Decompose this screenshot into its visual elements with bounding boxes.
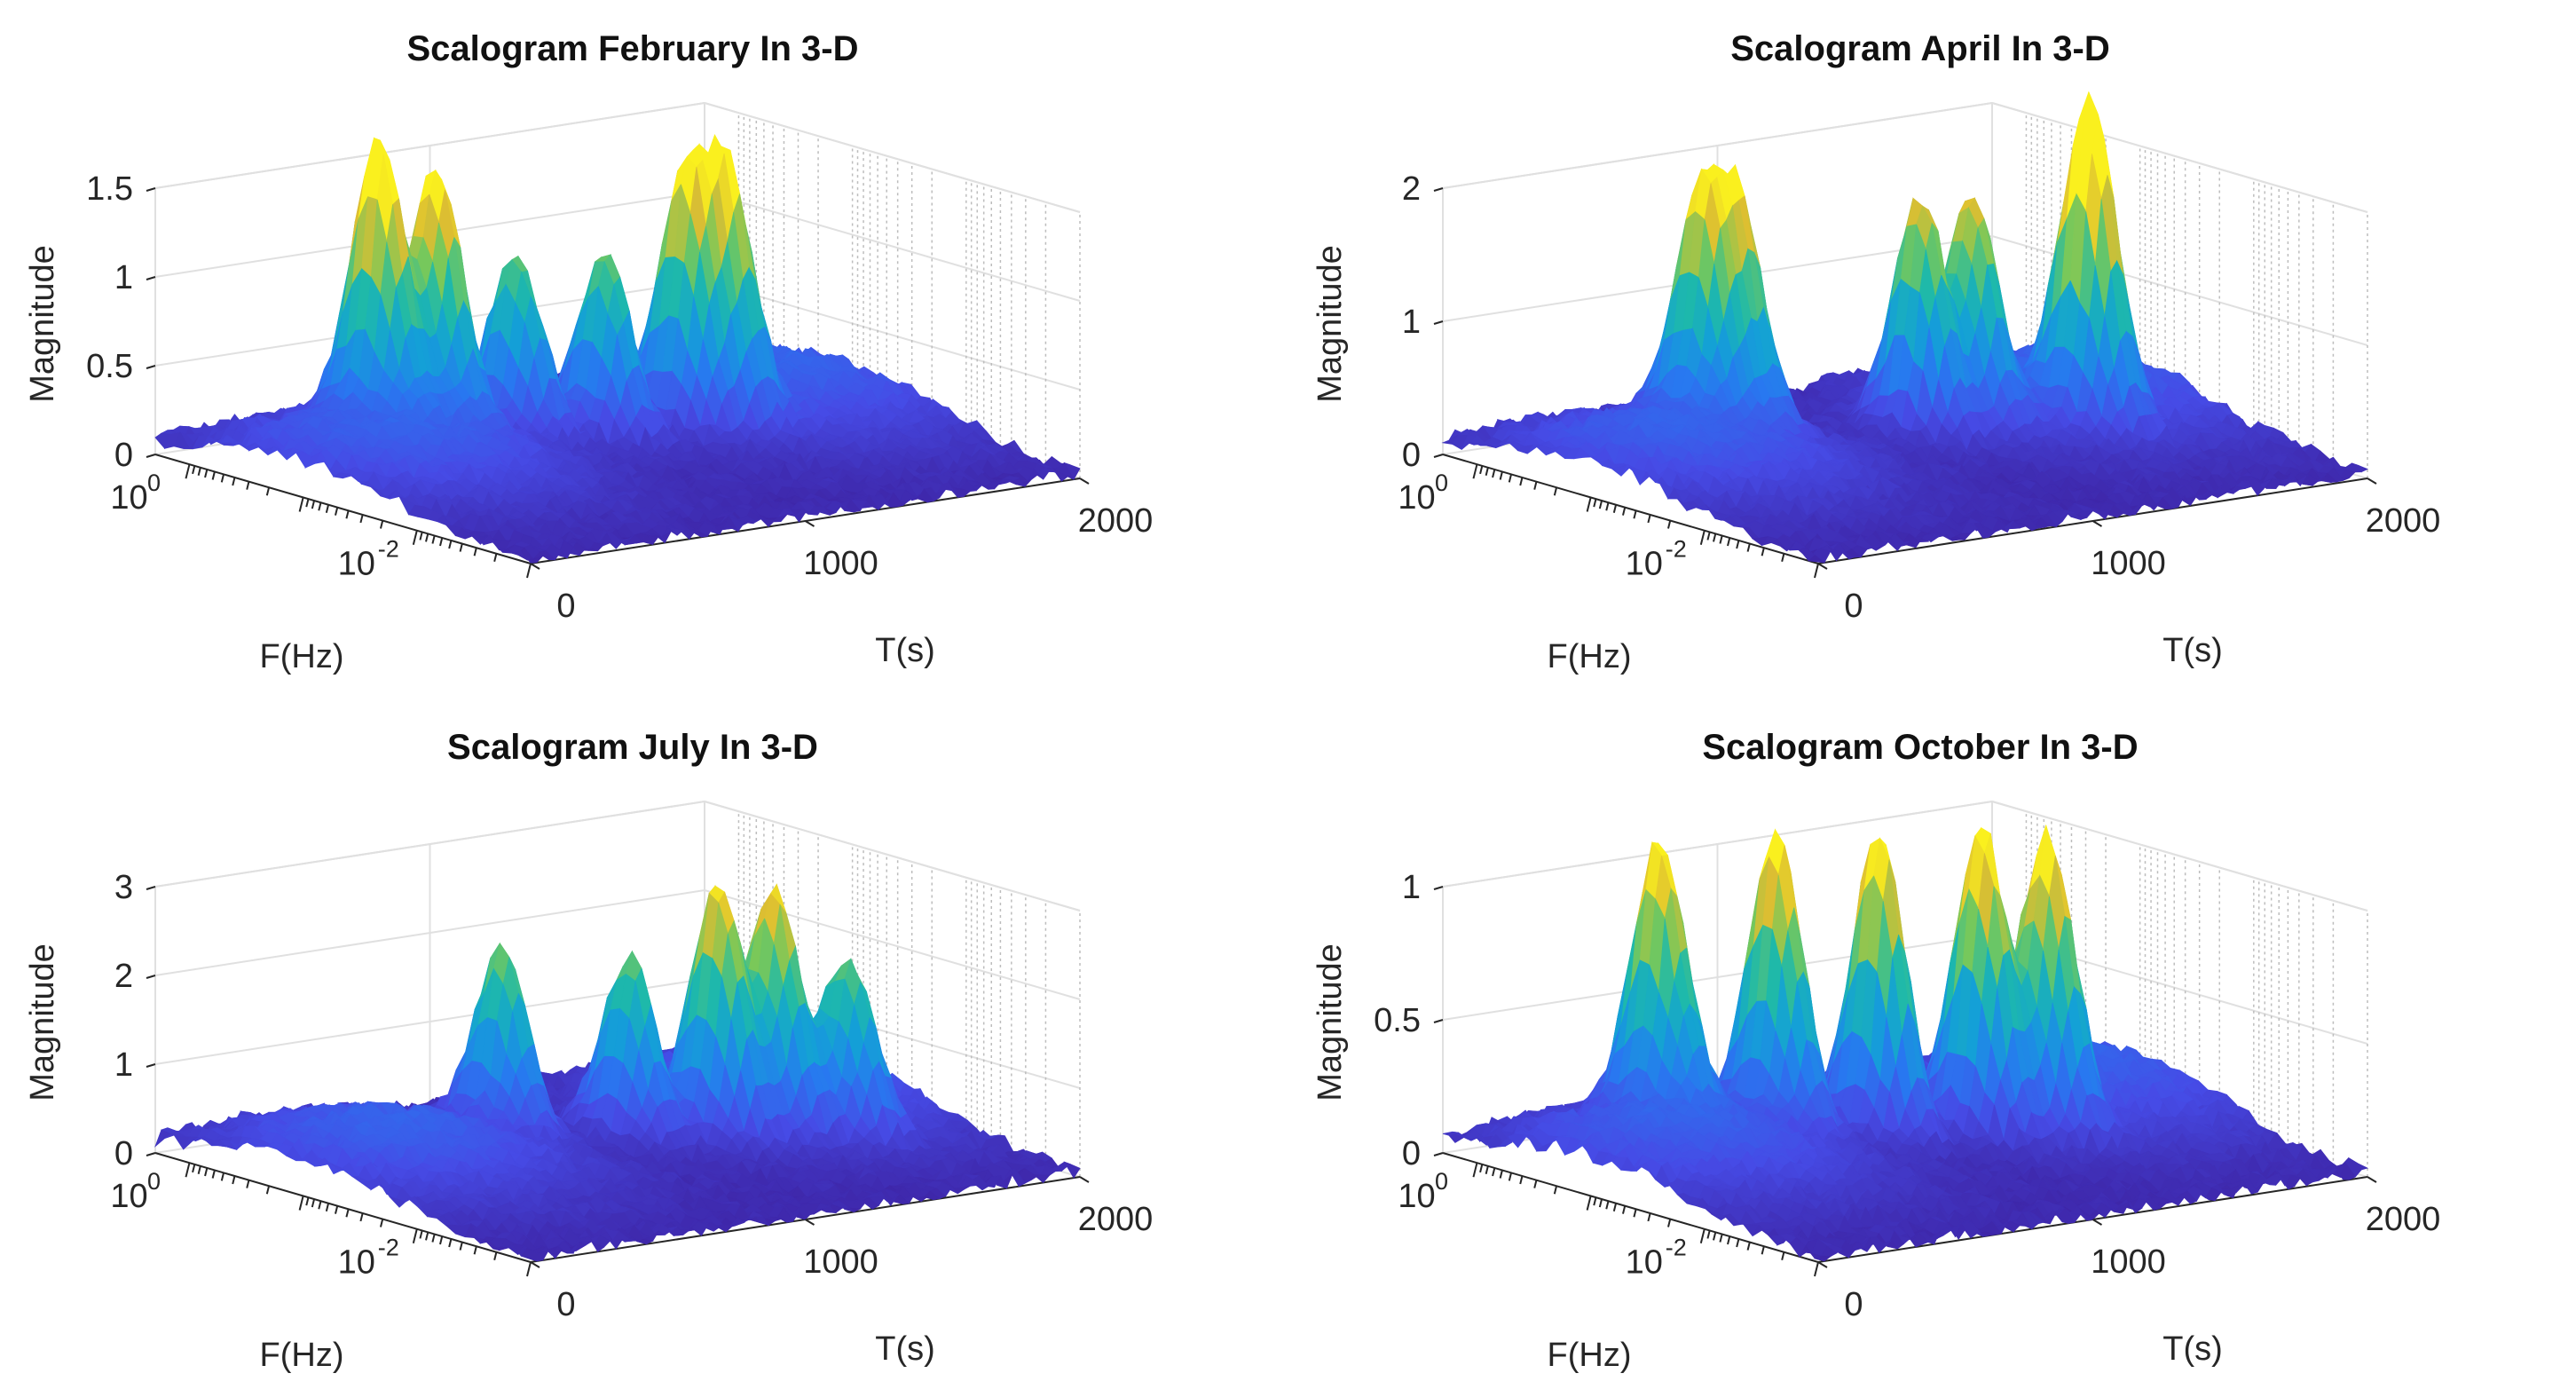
f-tick-mark [311,500,316,509]
f-tick-mark [412,530,418,545]
t-axis-label: T(s) [875,632,935,669]
f-tick-exponent: 0 [147,470,161,496]
f-tick-mark [192,465,196,475]
z-tick-mark [146,365,156,369]
surface [1441,91,2369,564]
z-gridline-side [1991,102,2368,213]
z-tick-mark [146,276,156,280]
z-gridline-side [704,102,1081,213]
f-tick-mark [345,510,350,519]
f-tick-mark [265,486,271,496]
z-tick-label: 1 [114,259,133,296]
f-tick-mark [220,474,225,483]
t-tick-mark [1079,478,1090,485]
f-axis-line [154,454,532,564]
t-ticks: 0 1000 2000 [530,478,1154,625]
z-tick-label: 0 [114,437,133,474]
f-tick-exponent: -2 [378,536,399,563]
surface [154,134,1081,564]
z-tick-label: 1.5 [86,170,133,208]
f-tick-mark [197,467,201,477]
z-gridline-side [704,280,1081,391]
z-ticks: 0 0.5 1 1.5 [86,170,156,474]
f-tick-mark [185,463,191,479]
f-tick-mark [380,520,384,529]
f-tick-mark [211,471,216,480]
panel-april: 0 1 2 0 1000 2000 10 0 10 -2 Scalogram April In 3-… [1288,0,2575,698]
f-tick-mark [325,504,330,513]
f-tick-mark [232,477,236,486]
t-tick-mark [530,563,540,570]
f-tick-mark [305,498,310,508]
f-tick-mark [419,532,423,541]
f-tick-mark [335,507,339,516]
f-tick-mark [298,497,304,512]
f-tick-mark [246,481,250,490]
f-tick-mark [431,535,436,544]
f-tick-mark [439,537,444,547]
f-tick-mark [318,501,322,511]
panel-february: 0 0.5 1 1.5 0 1000 2000 10 0 10 -2 Scalogram Februa… [0,0,1288,698]
f-tick-mark [204,469,209,478]
f-tick-mark [493,553,498,563]
f-tick-mark [448,540,453,549]
t-tick-label: 1000 [803,545,878,582]
f-axis-label: F(Hz) [260,638,344,675]
z-tick-label: 0.5 [86,348,133,385]
z-gridline-side [704,191,1081,302]
f-tick-mark [359,514,364,524]
f-tick-mark [425,533,429,542]
chart-title: Scalogram February In 3-D [406,29,858,68]
z-tick-mark [146,454,156,458]
f-tick-mark [526,563,532,579]
surface-patch [521,550,538,564]
t-tick-label: 2000 [1078,502,1154,540]
t-tick-mark [804,520,815,527]
z-tick-mark [146,187,156,192]
t-tick-label: 0 [556,588,575,625]
f-tick-label: 10 [338,546,375,583]
f-axis-line [1442,454,1819,564]
f-tick-mark [473,547,477,556]
f-tick-mark [459,543,463,552]
z-axis-label: Magnitude [24,245,61,402]
f-tick-label: 10 [110,479,147,517]
